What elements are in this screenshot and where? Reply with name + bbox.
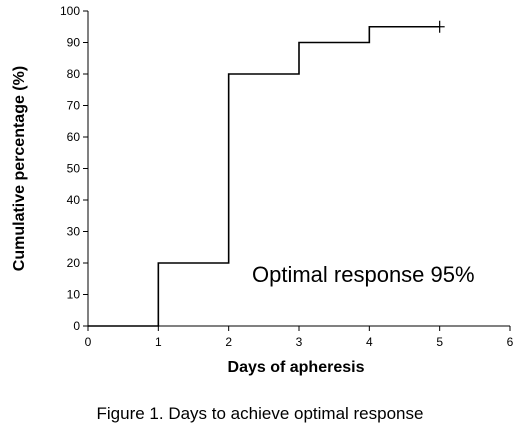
y-tick-label: 30 [67, 225, 81, 239]
y-axis-title: Cumulative percentage (%) [11, 66, 28, 271]
y-tick-label: 10 [67, 288, 81, 302]
y-tick-label: 100 [60, 4, 80, 18]
x-axis-ticks: 0 1 2 3 4 5 6 [85, 326, 514, 349]
x-tick-label: 0 [85, 335, 92, 349]
y-tick-label: 70 [67, 99, 81, 113]
y-tick-label: 50 [67, 162, 81, 176]
y-tick-label: 60 [67, 130, 81, 144]
y-tick-label: 90 [67, 36, 81, 50]
y-tick-label: 20 [67, 256, 81, 270]
y-tick-label: 0 [73, 319, 80, 333]
step-series [88, 20, 445, 327]
y-tick-label: 40 [67, 193, 81, 207]
step-line [88, 25, 440, 327]
x-tick-label: 5 [436, 335, 443, 349]
y-axis-ticks: 0 10 20 30 40 50 60 70 80 90 100 [60, 4, 88, 333]
x-tick-label: 3 [296, 335, 303, 349]
x-tick-label: 1 [155, 335, 162, 349]
x-axis-title: Days of apheresis [228, 359, 365, 376]
x-tick-label: 6 [507, 335, 514, 349]
x-tick-label: 2 [225, 335, 232, 349]
chart: 0 10 20 30 40 50 60 70 80 90 100 0 1 2 3 4 5 6 Days of a… [11, 4, 514, 376]
annotation-optimal-response: Optimal response 95% [252, 262, 475, 287]
figure-caption: Figure 1. Days to achieve optimal respon… [96, 404, 424, 423]
x-tick-label: 4 [366, 335, 373, 349]
y-tick-label: 80 [67, 67, 81, 81]
